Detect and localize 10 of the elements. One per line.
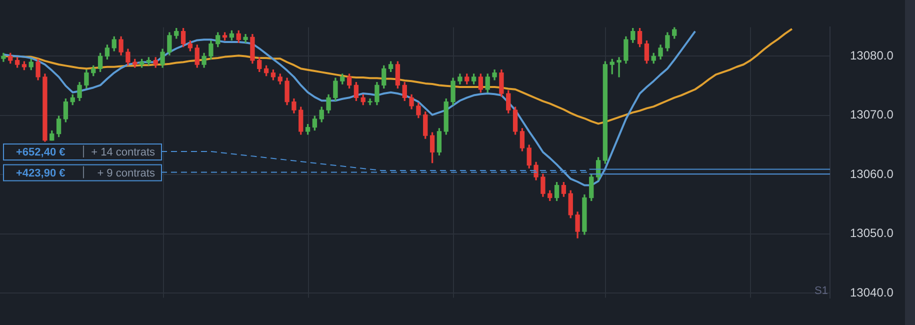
y-tick-label: 13080.0	[850, 48, 894, 63]
ref-line-label: +423,90 €	[16, 167, 66, 180]
ref-line-label: +652,40 €	[16, 146, 66, 159]
annotation: S1	[814, 284, 828, 297]
annotation: + 14 contrats	[91, 146, 156, 159]
y-tick-label: 13060.0	[850, 166, 894, 181]
y-tick-label: 13050.0	[850, 226, 894, 240]
y-tick-label: 13040.0	[850, 285, 894, 300]
annotation: + 9 contrats	[97, 167, 156, 180]
y-tick-label: 13070.0	[850, 108, 894, 122]
